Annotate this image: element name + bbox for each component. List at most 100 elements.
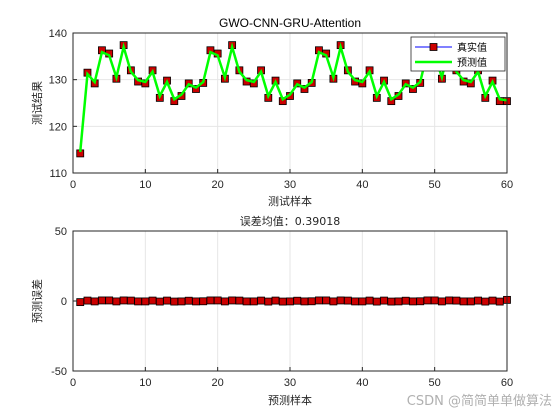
top-xtick-label: 0: [70, 179, 76, 191]
bottom-ytick-label: 50: [55, 226, 67, 238]
bottom-series-0-point: [380, 296, 388, 305]
watermark: CSDN @简简单单做算法: [407, 393, 552, 409]
bottom-series-0-point: [474, 296, 482, 305]
bottom-series-0-point: [119, 296, 128, 305]
top-xtick-label: 20: [212, 179, 224, 191]
bottom-series-0-point: [409, 297, 417, 306]
bottom-series-0-point: [278, 297, 287, 306]
bottom-ylabel: 预测误差: [30, 279, 44, 323]
bottom-series-0-point: [199, 297, 208, 306]
legend-pred-label: 预测值: [457, 56, 487, 69]
top-xlabel: 测试样本: [268, 194, 312, 208]
bottom-series-0-point: [213, 296, 222, 305]
bottom-series-0-point: [445, 296, 454, 305]
bottom-series-0-point: [83, 296, 92, 305]
bottom-series-0-point: [416, 297, 425, 306]
top-xtick-label: 30: [284, 179, 296, 191]
bottom-ytick-label: 0: [61, 296, 67, 308]
top-ytick-label: 140: [49, 28, 67, 40]
bottom-series-0-point: [488, 296, 497, 305]
bottom-series-0-point: [242, 297, 251, 306]
bottom-series-0-point: [437, 297, 446, 306]
bottom-series-0-point: [76, 298, 85, 307]
top-ytick-label: 110: [49, 168, 67, 180]
bottom-series-0-point: [365, 296, 374, 305]
bottom-series-0-point: [394, 297, 403, 306]
bottom-series-0-point: [141, 297, 150, 306]
top-ytick-label: 130: [49, 75, 67, 87]
bottom-series-0-point: [481, 297, 490, 306]
bottom-ytick-label: -50: [51, 366, 67, 378]
top-xtick-label: 50: [429, 179, 441, 191]
bottom-series-0-point: [163, 296, 171, 305]
top-series-0-point: [409, 85, 417, 93]
bottom-xtick-label: 40: [356, 377, 368, 389]
top-series-0-point: [300, 85, 309, 93]
bottom-series-0-point: [134, 297, 143, 306]
bottom-series-0-point: [372, 297, 381, 306]
bottom-xtick-label: 10: [139, 377, 151, 389]
bottom-series-0-point: [271, 296, 280, 305]
bottom-series-0-point: [206, 296, 215, 305]
bottom-series-0-point: [351, 297, 360, 306]
bottom-xtick-label: 50: [429, 377, 441, 389]
top-plot: 0 10 20 30 40 50 60 110 120 130 140 GWO-CNN-GRU-At…: [31, 16, 513, 208]
legend-true-marker: [429, 43, 438, 51]
bottom-series-0-point: [300, 297, 309, 306]
bottom-series-0-point: [192, 297, 200, 306]
bottom-xtick-label: 30: [284, 377, 296, 389]
bottom-series-0-point: [329, 297, 338, 306]
bottom-series-0-point: [307, 297, 316, 306]
bottom-series-0-point: [452, 296, 461, 305]
bottom-title: 误差均值：0.39018: [240, 214, 341, 228]
bottom-xtick-label: 0: [70, 377, 76, 389]
bottom-series-0-point: [315, 296, 323, 305]
bottom-series-0-point: [184, 296, 193, 305]
bottom-series-0-point: [343, 296, 352, 305]
bottom-series-0-point: [495, 297, 504, 306]
top-xtick-label: 60: [501, 179, 513, 191]
legend-box: [410, 36, 506, 72]
bottom-series-0-point: [235, 296, 244, 305]
bottom-xtick-label: 20: [212, 377, 224, 389]
top-xtick-label: 40: [356, 179, 368, 191]
bottom-series-0-point: [293, 296, 302, 305]
bottom-series-0-point: [430, 296, 439, 305]
bottom-series-0-point: [148, 296, 157, 305]
bottom-series-0-point: [423, 296, 432, 305]
bottom-xtick-label: 60: [501, 377, 513, 389]
top-ytick-label: 120: [49, 121, 67, 133]
top-legend: 真实值 预测值: [410, 36, 506, 72]
bottom-series-0-point: [98, 296, 106, 305]
bottom-series-0-point: [401, 296, 410, 305]
bottom-series-0-point: [257, 296, 265, 305]
bottom-series-0-point: [126, 296, 135, 305]
top-ticks: 0 10 20 30 40 50 60 110 120 130 140: [49, 28, 513, 191]
bottom-series-0-point: [387, 297, 396, 306]
bottom-series-0-point: [220, 297, 229, 306]
bottom-series-0-point: [459, 297, 468, 306]
bottom-series: [76, 295, 511, 307]
top-series-0-point: [192, 85, 200, 93]
bottom-series-0-point: [322, 296, 331, 305]
bottom-series-0-point: [90, 297, 99, 306]
bottom-series-0-point: [264, 297, 273, 306]
bottom-series-0-point: [466, 297, 475, 306]
top-xtick-label: 10: [139, 179, 151, 191]
top-ylabel: 测试结果: [31, 81, 44, 125]
bottom-series-0-point: [155, 297, 164, 306]
legend-true-label: 真实值: [457, 41, 487, 54]
bottom-series-0-point: [105, 296, 114, 305]
bottom-series-0-point: [112, 297, 121, 306]
bottom-series-0-point: [249, 297, 258, 306]
bottom-series-0-point: [177, 297, 186, 306]
top-title: GWO-CNN-GRU-Attention: [219, 16, 361, 30]
bottom-series-0-point: [336, 296, 345, 305]
bottom-series-0-point: [170, 297, 179, 306]
bottom-xlabel: 预测样本: [268, 393, 312, 407]
bottom-series-0-point: [228, 296, 237, 305]
bottom-series-0-point: [358, 297, 367, 306]
